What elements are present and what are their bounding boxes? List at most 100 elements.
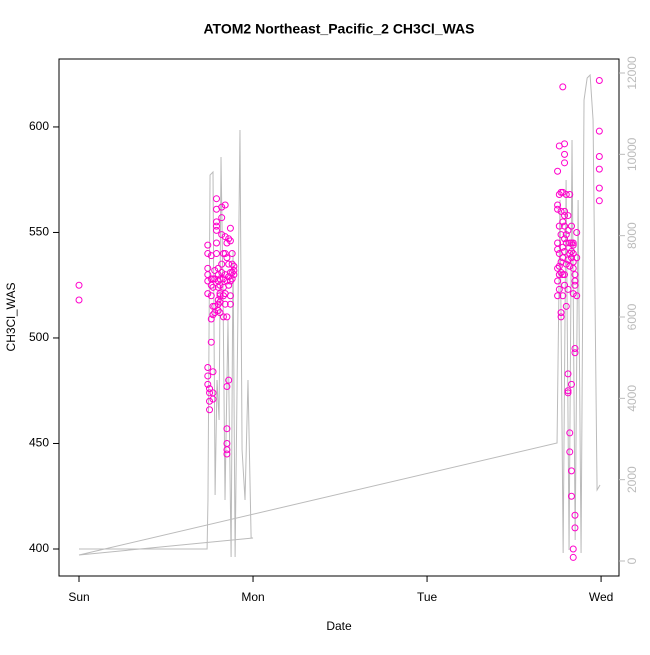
scatter-point bbox=[212, 226, 220, 234]
scatter-point bbox=[211, 266, 219, 274]
scatter-point bbox=[567, 467, 575, 475]
y-tick-label: 600 bbox=[29, 119, 49, 133]
scatter-point bbox=[554, 292, 562, 300]
scatter-point bbox=[561, 281, 569, 289]
scatter-point bbox=[566, 250, 574, 258]
scatter-point bbox=[212, 218, 220, 226]
scatter-point bbox=[209, 395, 217, 403]
scatter-point bbox=[571, 349, 579, 357]
scatter-point bbox=[569, 290, 577, 298]
scatter-point bbox=[555, 190, 563, 198]
y-tick-label: 500 bbox=[29, 330, 49, 344]
scatter-point bbox=[75, 281, 83, 289]
scatter-point bbox=[225, 235, 233, 243]
scatter-point bbox=[226, 224, 234, 232]
y2-tick-label: 8000 bbox=[625, 222, 639, 249]
scatter-point bbox=[554, 167, 562, 175]
scatter-point bbox=[218, 231, 226, 239]
scatter-point bbox=[221, 233, 229, 241]
scatter-point bbox=[554, 201, 562, 209]
line-series bbox=[78, 73, 601, 558]
scatter-point bbox=[219, 313, 227, 321]
scatter-point bbox=[223, 239, 231, 247]
scatter-point bbox=[554, 277, 562, 285]
scatter-point bbox=[564, 387, 572, 395]
x-axis-label: Date bbox=[326, 619, 352, 633]
scatter-point bbox=[555, 262, 563, 270]
scatter-point bbox=[218, 269, 226, 277]
scatter-point bbox=[204, 364, 212, 372]
scatter-point bbox=[569, 553, 577, 561]
chart-title: ATOM2 Northeast_Pacific_2 CH3Cl_WAS bbox=[203, 21, 474, 37]
y2-tick-label: 2000 bbox=[625, 466, 639, 493]
scatter-point bbox=[571, 281, 579, 289]
scatter-point bbox=[566, 190, 574, 198]
scatter-point bbox=[214, 307, 222, 315]
scatter-point bbox=[564, 226, 572, 234]
scatter-point bbox=[226, 292, 234, 300]
scatter-point bbox=[555, 285, 563, 293]
scatter-point bbox=[225, 376, 233, 384]
scatter-point bbox=[221, 201, 229, 209]
scatter-point bbox=[212, 222, 220, 230]
scatter-point bbox=[561, 150, 569, 158]
scatter-point bbox=[573, 254, 581, 262]
scatter-point bbox=[214, 283, 222, 291]
scatter-point bbox=[207, 292, 215, 300]
scatter-point bbox=[216, 290, 224, 298]
scatter-point bbox=[223, 446, 231, 454]
scatter-point bbox=[204, 241, 212, 249]
scatter-point bbox=[566, 429, 574, 437]
scatter-point bbox=[564, 285, 572, 293]
scatter-point bbox=[561, 222, 569, 230]
scatter-point bbox=[566, 262, 574, 270]
plot-frame bbox=[58, 58, 620, 577]
scatter-point bbox=[218, 203, 226, 211]
scatter-point bbox=[209, 311, 217, 319]
scatter-point bbox=[559, 243, 567, 251]
scatter-point bbox=[223, 254, 231, 262]
scatter-point bbox=[212, 239, 220, 247]
scatter-point bbox=[207, 281, 215, 289]
y2-tick-label: 12000 bbox=[625, 56, 639, 90]
scatter-point bbox=[219, 292, 227, 300]
scatter-point bbox=[562, 231, 570, 239]
y-axis-label: CH3Cl_WAS bbox=[4, 283, 18, 352]
scatter-point bbox=[230, 266, 238, 274]
scatter-point bbox=[206, 385, 214, 393]
scatter-point bbox=[569, 239, 577, 247]
scatter-point bbox=[230, 262, 238, 270]
scatter-point bbox=[204, 290, 212, 298]
scatter-point bbox=[561, 271, 569, 279]
scatter-point bbox=[221, 300, 229, 308]
scatter-point bbox=[561, 207, 569, 215]
scatter-point bbox=[211, 302, 219, 310]
y2-tick-label: 0 bbox=[625, 557, 639, 564]
scatter-point bbox=[226, 237, 234, 245]
scatter-point bbox=[569, 545, 577, 553]
scatter-point bbox=[206, 397, 214, 405]
scatter-point bbox=[562, 190, 570, 198]
scatter-point bbox=[204, 264, 212, 272]
scatter-point bbox=[564, 370, 572, 378]
scatter-point bbox=[554, 205, 562, 213]
x-tick-label: Sun bbox=[68, 590, 89, 604]
scatter-point bbox=[228, 250, 236, 258]
scatter-point bbox=[228, 260, 236, 268]
scatter-point bbox=[571, 524, 579, 532]
scatter-point bbox=[559, 292, 567, 300]
scatter-point bbox=[561, 212, 569, 220]
scatter-point bbox=[564, 389, 572, 397]
scatter-point bbox=[212, 250, 220, 258]
scatter-point bbox=[206, 406, 214, 414]
scatter-point bbox=[204, 380, 212, 388]
scatter-point bbox=[559, 188, 567, 196]
scatter-point bbox=[562, 239, 570, 247]
scatter-point bbox=[557, 269, 565, 277]
y2-tick-label: 10000 bbox=[625, 137, 639, 171]
scatter-point bbox=[567, 222, 575, 230]
scatter-point bbox=[561, 159, 569, 167]
scatter-point bbox=[595, 152, 603, 160]
scatter-point bbox=[557, 231, 565, 239]
